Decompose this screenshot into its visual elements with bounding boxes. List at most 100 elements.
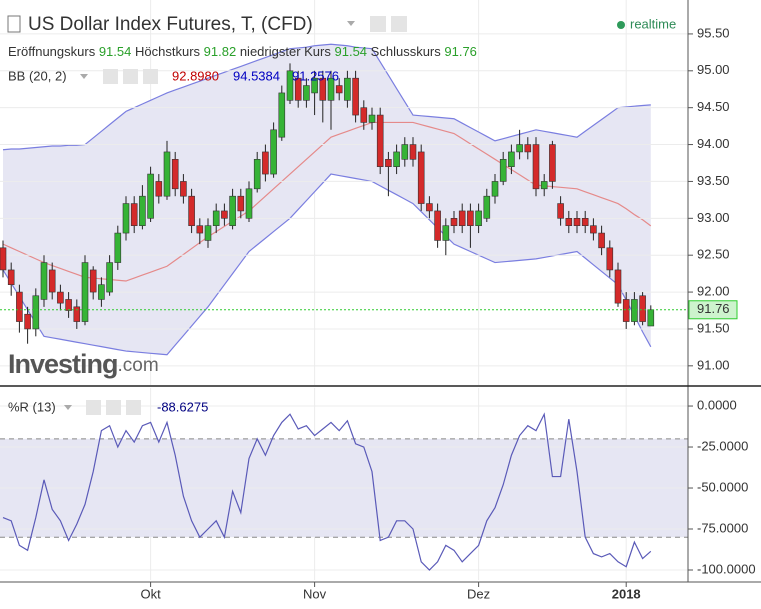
status-text: realtime bbox=[630, 16, 676, 31]
dropdown-arrow[interactable] bbox=[64, 405, 72, 410]
candle-body bbox=[376, 114, 384, 167]
candle-body bbox=[417, 151, 425, 204]
candle-body bbox=[557, 203, 564, 219]
candle-body bbox=[631, 299, 638, 322]
candle-body bbox=[188, 195, 195, 226]
candle-body bbox=[639, 295, 646, 322]
close-icon[interactable] bbox=[143, 69, 158, 84]
ohlc-value: 91.82 bbox=[204, 44, 237, 59]
candle-body bbox=[303, 85, 310, 101]
candle-body bbox=[549, 144, 556, 182]
candle-body bbox=[614, 269, 622, 304]
visibility-icon[interactable] bbox=[86, 400, 101, 415]
last-price-label: 91.76 bbox=[697, 301, 730, 316]
candle-body bbox=[106, 262, 113, 293]
gear-icon[interactable] bbox=[391, 16, 407, 32]
logo-text: Investing bbox=[8, 349, 118, 379]
candle-body bbox=[57, 291, 64, 304]
candle-body bbox=[98, 284, 105, 300]
y-tick-label: 0.0000 bbox=[697, 397, 737, 412]
candle-body bbox=[327, 77, 335, 101]
y-tick-label: -50.0000 bbox=[697, 479, 748, 494]
candle-body bbox=[196, 225, 204, 234]
wr-line bbox=[2, 412, 652, 571]
settings-icon[interactable] bbox=[106, 400, 121, 415]
candle-body bbox=[647, 309, 655, 327]
candle-body bbox=[401, 144, 409, 160]
y-tick-label: 92.50 bbox=[697, 247, 730, 262]
candle-body bbox=[516, 144, 523, 153]
candle-body bbox=[442, 225, 450, 241]
ohlc-label: Eröffnungskurs bbox=[8, 44, 96, 59]
candle-body bbox=[73, 306, 81, 322]
candle-body bbox=[590, 225, 597, 234]
candle-body bbox=[606, 247, 614, 271]
candle-body bbox=[409, 144, 417, 160]
candle-body bbox=[491, 181, 499, 197]
candle-body bbox=[573, 218, 581, 226]
candle-body bbox=[89, 269, 97, 293]
bb-middle-value: 92.8980 bbox=[172, 68, 219, 83]
candle-body bbox=[48, 269, 56, 293]
candle-body bbox=[385, 159, 392, 167]
candle-body bbox=[270, 129, 277, 175]
dropdown-arrow[interactable] bbox=[80, 74, 88, 79]
status-dot bbox=[617, 21, 625, 29]
candle-body bbox=[524, 144, 532, 153]
bb-lower-value: 91.2576 bbox=[292, 68, 339, 83]
candle-body bbox=[262, 151, 269, 175]
candle-body bbox=[581, 218, 589, 226]
ohlc-value: 91.54 bbox=[99, 44, 132, 59]
ohlc-label: Höchstkurs bbox=[135, 44, 201, 59]
ohlc-value: 91.76 bbox=[444, 44, 477, 59]
candle-body bbox=[458, 210, 466, 226]
candle-body bbox=[32, 295, 40, 330]
candle-body bbox=[499, 159, 507, 182]
candle-body bbox=[155, 181, 163, 197]
candle-body bbox=[245, 188, 253, 219]
candle-body bbox=[171, 159, 179, 190]
candle-body bbox=[622, 299, 630, 322]
candle-body bbox=[122, 203, 130, 234]
settings-icon[interactable] bbox=[123, 69, 138, 84]
candle-body bbox=[344, 77, 351, 101]
indicator-label: BB (20, 2) bbox=[8, 68, 67, 83]
candle-body bbox=[204, 225, 212, 241]
y-tick-label: 91.00 bbox=[697, 357, 730, 372]
chart-title: US Dollar Index Futures, T, (CFD) bbox=[28, 14, 313, 35]
candle-body bbox=[24, 313, 31, 330]
ohlc-value: 91.54 bbox=[335, 44, 368, 59]
candle-body bbox=[565, 218, 573, 226]
visibility-icon[interactable] bbox=[103, 69, 118, 84]
y-tick-label: 95.00 bbox=[697, 62, 730, 77]
candle-body bbox=[368, 114, 376, 123]
y-tick-label: -25.0000 bbox=[697, 438, 748, 453]
candle-body bbox=[434, 210, 441, 241]
candle-body bbox=[311, 77, 318, 94]
ohlc-label: Schlusskurs bbox=[371, 44, 442, 59]
candle-body bbox=[286, 70, 294, 101]
settings-icon[interactable] bbox=[370, 16, 386, 32]
candle-body bbox=[335, 85, 343, 94]
band-lower bbox=[2, 173, 652, 356]
y-tick-label: 93.50 bbox=[697, 173, 730, 188]
logo: Investing.com bbox=[8, 349, 159, 379]
indicator-label: %R (13) bbox=[8, 399, 56, 414]
candle-body bbox=[0, 247, 7, 271]
ohlc-label: niedrigster Kurs bbox=[240, 44, 332, 59]
candle-body bbox=[180, 181, 187, 197]
close-icon[interactable] bbox=[126, 400, 141, 415]
candle-body bbox=[237, 195, 245, 212]
candle-body bbox=[319, 77, 327, 101]
candle-body bbox=[139, 195, 146, 226]
ohlc-legend: Eröffnungskurs 91.54 Höchstkurs 91.82 ni… bbox=[8, 44, 477, 59]
band-fill bbox=[3, 44, 651, 355]
y-tick-label: 94.50 bbox=[697, 99, 730, 114]
dropdown-arrow[interactable] bbox=[347, 21, 355, 26]
y-tick-label: 91.50 bbox=[697, 320, 730, 335]
y-tick-label: 92.00 bbox=[697, 284, 730, 299]
x-tick-label: Okt bbox=[140, 586, 161, 601]
x-tick-label: 2018 bbox=[612, 586, 641, 601]
candle-body bbox=[360, 107, 368, 123]
